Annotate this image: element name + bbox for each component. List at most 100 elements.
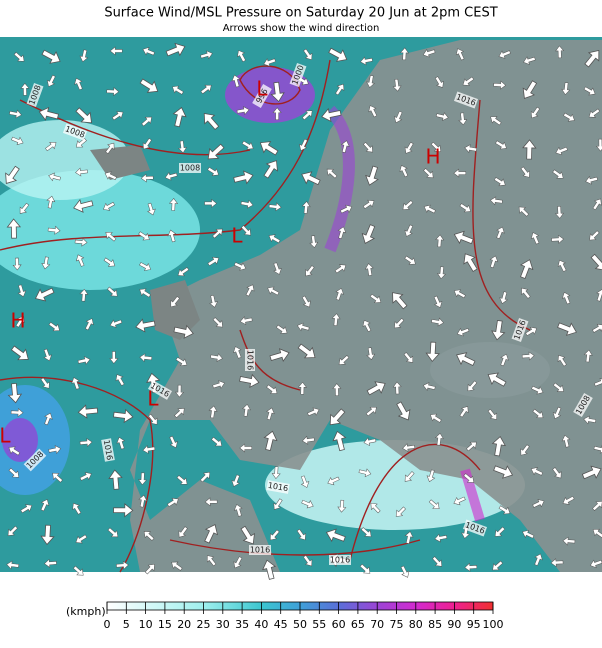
wind-arrow xyxy=(552,382,565,392)
wind-arrow xyxy=(245,284,255,297)
wind-arrow xyxy=(271,466,281,480)
wind-arrow xyxy=(434,533,448,543)
wind-arrow xyxy=(365,406,377,417)
wind-arrow xyxy=(307,407,320,417)
wind-arrow xyxy=(522,529,535,539)
wind-arrow xyxy=(208,405,218,419)
wind-arrow xyxy=(493,80,507,90)
wind-arrow xyxy=(550,558,564,568)
wind-arrow xyxy=(561,291,571,305)
wind-arrow xyxy=(340,204,353,214)
wind-arrow xyxy=(272,107,282,120)
wind-arrow xyxy=(138,231,150,241)
wind-arrow xyxy=(7,382,23,404)
wind-arrow xyxy=(167,229,177,243)
wind-arrow xyxy=(551,234,564,244)
wind-arrow xyxy=(239,316,253,326)
wind-arrow xyxy=(8,446,21,456)
isobar-label-bg xyxy=(26,82,44,108)
wind-arrow xyxy=(392,381,402,395)
wind-arrow xyxy=(172,85,184,95)
wind-arrow xyxy=(297,343,316,359)
isobar-label: 1016 xyxy=(102,439,114,461)
wind-arrow xyxy=(138,472,148,486)
wind-arrow xyxy=(20,504,33,514)
wind-arrow xyxy=(364,263,374,276)
wind-arrow xyxy=(144,564,155,575)
wind-arrow xyxy=(270,81,285,103)
wind-arrow xyxy=(592,198,602,211)
wind-arrow xyxy=(111,111,124,121)
wind-arrow xyxy=(463,473,475,483)
wind-arrow xyxy=(109,319,123,328)
wind-arrow xyxy=(74,237,88,247)
wind-arrow xyxy=(425,341,440,363)
wind-arrow xyxy=(10,345,29,361)
wind-arrow xyxy=(75,167,88,177)
wind-arrow xyxy=(466,441,477,452)
pressure-center: L xyxy=(147,387,159,411)
wind-arrow xyxy=(275,324,288,334)
wind-arrow xyxy=(301,110,313,121)
wind-arrow xyxy=(393,110,403,124)
wind-arrow xyxy=(301,295,311,308)
wind-arrow xyxy=(396,401,411,421)
wind-arrow xyxy=(12,257,22,271)
tick-label: 45 xyxy=(274,618,288,631)
tick-label: 60 xyxy=(332,618,346,631)
wind-arrow xyxy=(296,528,306,541)
wind-arrow xyxy=(11,136,24,146)
wind-arrow xyxy=(164,171,178,181)
wind-arrow xyxy=(552,406,562,420)
wind-arrow xyxy=(395,506,406,517)
wind-arrow xyxy=(495,140,507,150)
wind-arrow xyxy=(142,138,152,150)
wind-arrow xyxy=(365,165,379,186)
wind-arrow xyxy=(233,346,242,359)
wind-arrow xyxy=(402,200,414,210)
wind-arrow xyxy=(392,78,402,92)
wind-arrow xyxy=(47,225,61,235)
wind-arrow xyxy=(239,373,260,389)
wind-arrow xyxy=(435,234,445,248)
wind-arrow xyxy=(141,116,152,127)
tick-label: 75 xyxy=(390,618,404,631)
wind-arrow xyxy=(334,264,347,274)
wind-arrow xyxy=(20,82,30,96)
wind-arrow xyxy=(203,112,220,131)
pressure-center: H xyxy=(10,309,25,333)
wind-arrow xyxy=(40,524,55,546)
wind-arrow xyxy=(301,171,321,186)
wind-arrow xyxy=(48,172,61,182)
wind-arrow xyxy=(173,324,194,339)
wind-arrow xyxy=(237,50,246,63)
wind-arrow xyxy=(210,353,223,362)
isobar-label-bg xyxy=(179,163,201,173)
isobar-label-bg xyxy=(329,555,351,565)
wind-arrow xyxy=(204,497,218,507)
wind-arrow xyxy=(358,468,372,478)
wind-arrow xyxy=(521,351,535,361)
wind-arrow xyxy=(458,112,468,126)
wind-arrow xyxy=(557,259,567,272)
wind-arrow xyxy=(13,51,25,62)
wind-arrow xyxy=(453,168,467,178)
wind-arrow xyxy=(368,105,378,118)
wind-arrow xyxy=(75,107,93,124)
wind-arrow xyxy=(561,82,571,96)
wind-arrow xyxy=(300,475,310,488)
wind-arrow xyxy=(518,206,530,217)
tick-label: 100 xyxy=(483,618,504,631)
wind-arrow xyxy=(494,177,506,187)
wind-arrow xyxy=(340,140,350,153)
wind-arrow xyxy=(595,138,602,152)
wind-arrow xyxy=(327,476,340,486)
wind-arrow xyxy=(557,354,567,367)
wind-arrow xyxy=(6,560,20,570)
wind-arrow xyxy=(422,382,436,391)
wind-arrow xyxy=(204,198,217,208)
wind-arrow xyxy=(200,50,213,60)
wind-arrow xyxy=(200,84,212,95)
wind-arrow xyxy=(369,293,382,304)
